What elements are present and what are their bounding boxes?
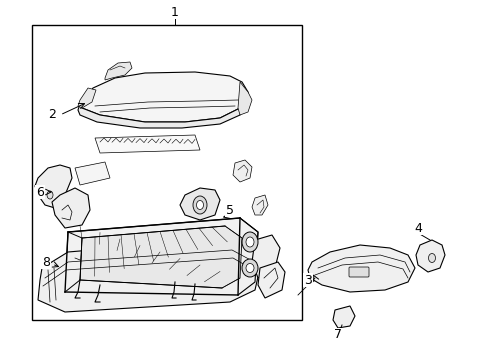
Polygon shape [415, 240, 444, 272]
Polygon shape [180, 188, 220, 220]
Polygon shape [75, 162, 110, 185]
Ellipse shape [242, 232, 258, 252]
Polygon shape [80, 226, 242, 288]
Text: 4: 4 [413, 221, 421, 234]
Polygon shape [38, 238, 260, 312]
Ellipse shape [242, 259, 258, 277]
Ellipse shape [245, 264, 253, 273]
Polygon shape [52, 188, 90, 228]
Text: 8: 8 [42, 256, 50, 269]
Ellipse shape [196, 201, 203, 210]
Polygon shape [307, 245, 414, 292]
Ellipse shape [193, 196, 206, 214]
Polygon shape [238, 82, 251, 115]
Polygon shape [232, 160, 251, 182]
Polygon shape [258, 262, 285, 298]
Polygon shape [105, 62, 132, 80]
Text: 5: 5 [225, 203, 234, 216]
Polygon shape [35, 165, 72, 208]
Polygon shape [78, 92, 247, 128]
Ellipse shape [427, 253, 435, 262]
Text: 2: 2 [48, 108, 56, 122]
Text: 6: 6 [36, 185, 44, 198]
Text: 7: 7 [333, 328, 341, 342]
Polygon shape [251, 195, 267, 215]
Polygon shape [251, 235, 280, 278]
Text: 1: 1 [171, 5, 179, 18]
Polygon shape [80, 72, 247, 122]
Polygon shape [332, 306, 354, 328]
Ellipse shape [245, 237, 253, 247]
Polygon shape [95, 135, 200, 153]
Polygon shape [78, 88, 96, 108]
Text: 3: 3 [304, 274, 311, 287]
FancyBboxPatch shape [348, 267, 368, 277]
Ellipse shape [47, 191, 53, 199]
Polygon shape [65, 218, 258, 295]
Bar [32, 25, 302, 320]
